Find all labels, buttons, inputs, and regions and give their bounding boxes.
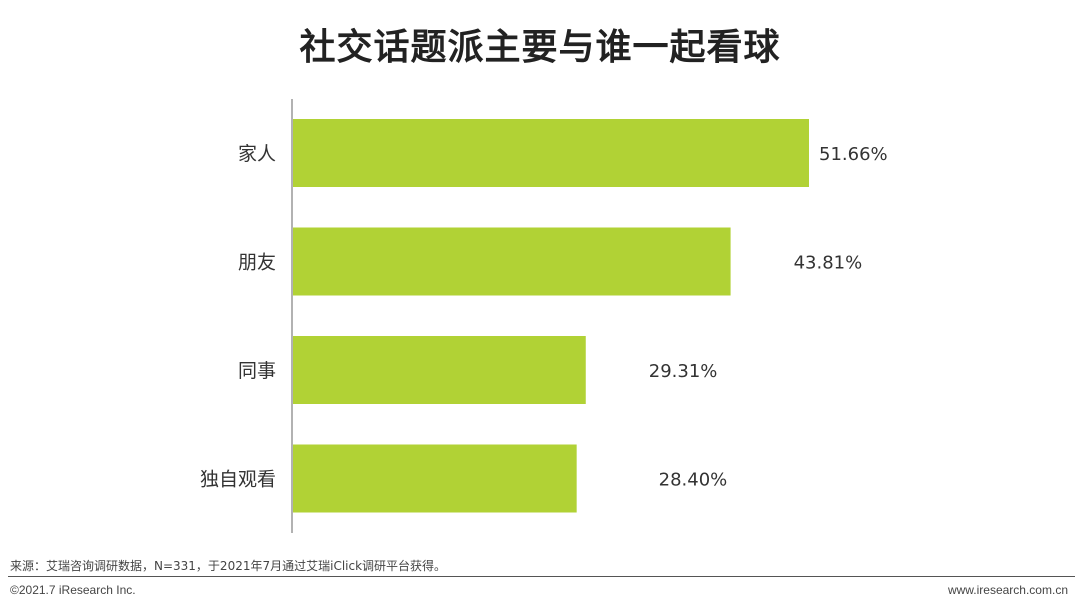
category-label: 同事 [238,360,276,382]
website-text: www.iresearch.com.cn [947,583,1068,597]
category-label: 家人 [238,143,276,165]
value-label: 51.66% [819,144,888,165]
copyright-text: ©2021.7 iResearch Inc. [10,583,136,597]
value-label: 29.31% [649,361,718,382]
source-note: 来源：艾瑞咨询调研数据，N=331，于2021年7月通过艾瑞iClick调研平台… [10,559,447,573]
bar-1 [293,227,731,296]
chart-title: 社交话题派主要与谁一起看球 [299,27,781,68]
category-label: 朋友 [238,252,276,274]
value-label: 43.81% [794,253,863,274]
footer-divider [8,576,1075,577]
bar-0 [293,119,809,187]
bar-2 [293,336,586,404]
value-label: 28.40% [659,470,728,491]
bar-chart: 家人 51.66% 朋友 43.81% 同事 29.31% 独自观看 28.40% [200,99,888,533]
category-label: 独自观看 [200,469,276,491]
bar-3 [293,444,577,513]
